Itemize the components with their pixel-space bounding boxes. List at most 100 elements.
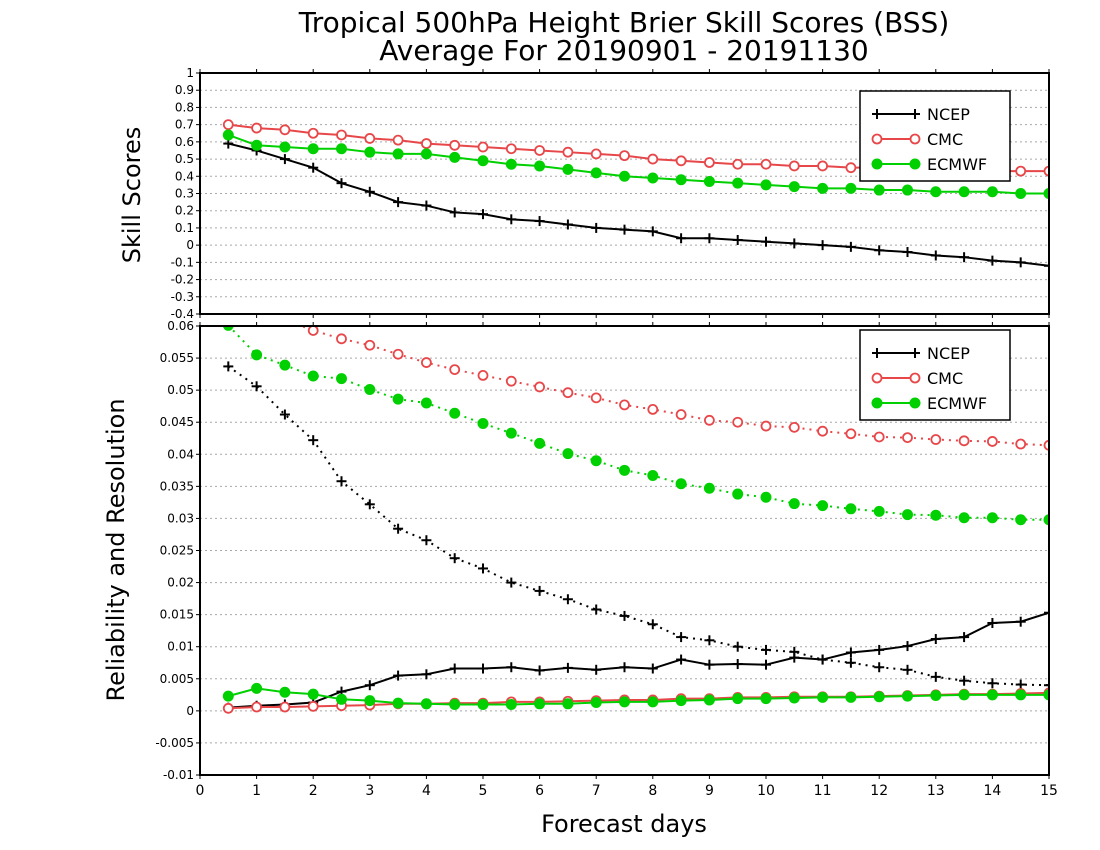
y-tick-label: 0.2 xyxy=(175,204,194,218)
data-point-ncep xyxy=(845,657,856,668)
legend-marker xyxy=(871,397,883,409)
data-point-ncep xyxy=(930,250,941,261)
data-point-cmc xyxy=(902,432,913,444)
data-point-cmc xyxy=(987,436,998,447)
data-point-ncep xyxy=(704,635,715,646)
data-point-cmc xyxy=(392,348,404,360)
chart-title-line1: Tropical 500hPa Height Brier Skill Score… xyxy=(298,6,950,39)
data-point-cmc xyxy=(647,403,659,415)
data-point-ecmwf xyxy=(930,689,942,701)
data-point-ecmwf xyxy=(958,689,970,701)
data-point-ecmwf xyxy=(902,184,913,196)
legend-marker xyxy=(872,109,882,119)
y-tick-label: 0.035 xyxy=(160,479,194,493)
data-point-cmc xyxy=(222,702,234,714)
legend-marker xyxy=(909,372,921,384)
data-point-ecmwf xyxy=(336,373,347,385)
y-tick-label: 1 xyxy=(186,66,194,80)
data-point-ncep xyxy=(987,617,998,628)
data-point-cmc xyxy=(1043,439,1049,451)
legend-marker xyxy=(871,133,883,145)
data-point-ncep xyxy=(336,178,347,189)
data-point-cmc xyxy=(336,129,347,141)
legend: NCEP CMC ECMWF xyxy=(859,90,1011,182)
data-point-ecmwf xyxy=(534,698,546,710)
data-point-ncep xyxy=(562,219,573,230)
data-point-ncep xyxy=(619,662,630,673)
x-tick-label: 5 xyxy=(479,783,488,799)
data-point-ecmwf xyxy=(449,407,461,419)
legend-label-cmc: CMC xyxy=(927,130,963,149)
data-point-ecmwf xyxy=(222,690,234,702)
data-point-ncep xyxy=(789,652,800,663)
legend-label-ecmwf: ECMWF xyxy=(927,394,987,413)
x-tick-label: 15 xyxy=(1040,783,1058,799)
panel-reliability-resolution: -0.01 -0.005 0 0.005 0.01 0.015 0.02 0.025 0.03 0… xyxy=(155,315,1058,799)
data-point-cmc xyxy=(534,145,545,156)
data-point-ecmwf xyxy=(505,158,517,170)
x-tick-label: 13 xyxy=(927,783,945,799)
data-point-cmc xyxy=(280,315,289,324)
x-tick-label: 2 xyxy=(309,783,318,799)
data-point-ecmwf xyxy=(364,695,376,707)
data-point-ncep xyxy=(874,662,885,673)
data-point-cmc xyxy=(958,435,970,447)
data-point-ecmwf xyxy=(1043,188,1049,199)
data-point-ncep xyxy=(647,619,658,630)
data-point-cmc xyxy=(590,392,602,404)
y-axis-label-skill-scores: Skill Scores xyxy=(118,127,146,264)
data-point-ecmwf xyxy=(534,160,546,172)
data-point-cmc xyxy=(704,414,715,426)
y-tick-label: 0.7 xyxy=(175,118,194,132)
data-point-cmc xyxy=(788,421,800,433)
data-point-ncep xyxy=(364,499,375,510)
data-point-ecmwf xyxy=(845,503,857,515)
data-point-ecmwf xyxy=(986,689,998,701)
data-point-ecmwf xyxy=(449,698,461,710)
data-point-cmc xyxy=(477,141,489,153)
data-point-cmc xyxy=(704,157,715,168)
data-point-ecmwf xyxy=(420,397,432,409)
data-point-ncep xyxy=(449,207,460,218)
data-point-ncep xyxy=(393,670,404,681)
data-point-ncep xyxy=(732,659,743,670)
data-point-ncep xyxy=(478,663,488,674)
data-point-ecmwf xyxy=(986,186,998,198)
data-point-ncep xyxy=(279,409,290,420)
data-point-ncep xyxy=(789,238,800,249)
data-point-ncep xyxy=(817,654,828,665)
data-point-ecmwf xyxy=(392,148,404,160)
data-point-ncep xyxy=(704,659,715,670)
data-point-ecmwf xyxy=(279,141,291,153)
data-point-ecmwf xyxy=(1043,514,1049,526)
data-point-ecmwf xyxy=(590,455,602,467)
x-tick-label: 12 xyxy=(870,783,888,799)
data-point-cmc xyxy=(392,134,404,146)
data-point-ncep xyxy=(308,435,319,446)
data-point-cmc xyxy=(788,160,800,172)
plot-area xyxy=(222,315,1049,714)
data-point-ecmwf xyxy=(675,174,687,186)
data-point-ncep xyxy=(676,632,687,643)
y-tick-label: 0 xyxy=(186,704,194,718)
data-point-ncep xyxy=(421,200,432,211)
data-point-ncep xyxy=(959,252,970,263)
y-tick-label: -0.2 xyxy=(171,273,194,287)
y-tick-label: 0.3 xyxy=(175,187,194,201)
data-point-ncep xyxy=(393,197,404,208)
data-point-ecmwf xyxy=(732,693,744,705)
data-point-cmc xyxy=(1043,165,1049,177)
data-point-ncep xyxy=(987,678,998,689)
data-point-ncep xyxy=(364,680,375,691)
data-point-ncep xyxy=(478,563,488,574)
x-tick-label: 11 xyxy=(814,783,832,799)
y-tick-label: 0.01 xyxy=(167,640,194,654)
data-point-ncep xyxy=(534,665,545,676)
data-point-ecmwf xyxy=(307,143,319,155)
data-point-ecmwf xyxy=(449,151,461,163)
y-tick-label: -0.1 xyxy=(171,255,194,269)
data-point-cmc xyxy=(307,326,319,336)
y-tick-label: 0.055 xyxy=(160,351,194,365)
data-point-ncep xyxy=(874,644,885,655)
data-point-ecmwf xyxy=(505,698,517,710)
